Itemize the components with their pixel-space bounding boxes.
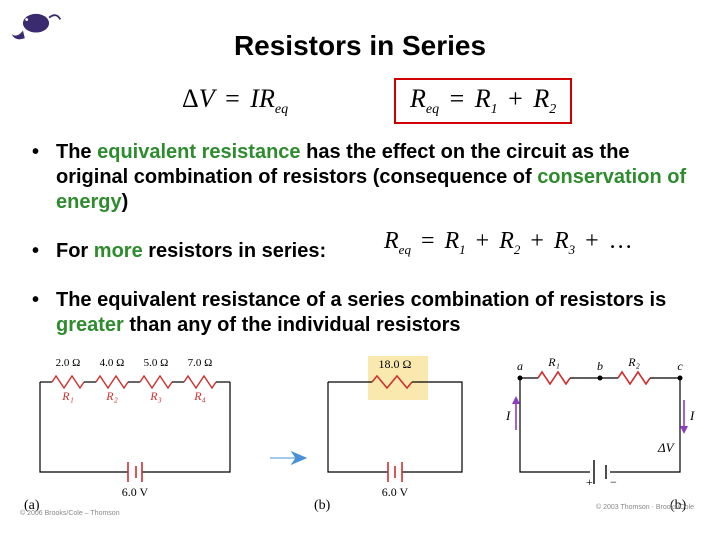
svg-text:18.0 Ω: 18.0 Ω [379, 357, 412, 371]
svg-text:a: a [517, 359, 523, 373]
svg-text:R₄: R₄ [193, 389, 206, 403]
svg-text:R₂: R₂ [627, 355, 640, 369]
circuit-panel-a: 2.0 Ω 4.0 Ω 5.0 Ω 7.0 Ω R₁ R₂ R₃ R₄ 6.0 … [20, 352, 250, 512]
svg-text:I: I [689, 408, 695, 423]
svg-text:b: b [597, 359, 603, 373]
svg-text:R₁: R₁ [547, 355, 560, 369]
svg-text:−: − [610, 475, 617, 489]
copyright-c: © 2003 Thomson · Brooks/Cole [596, 504, 694, 511]
bullet-1: The equivalent resistance has the effect… [28, 140, 688, 215]
svg-text:R₁: R₁ [61, 389, 74, 403]
arrow-icon [268, 448, 308, 468]
equation-ohms-law: ΔV = IReq [182, 84, 288, 118]
svg-text:4.0 Ω: 4.0 Ω [100, 357, 125, 369]
svg-text:6.0 V: 6.0 V [382, 485, 409, 499]
svg-text:c: c [677, 359, 683, 373]
circuit-panel-c: a R₁ b R₂ c + − ΔV I I [500, 352, 700, 512]
svg-text:7.0 Ω: 7.0 Ω [188, 357, 213, 369]
svg-text:+: + [586, 475, 593, 489]
circuit-panel-b: 18.0 Ω 6.0 V (b) [310, 352, 480, 512]
svg-text:5.0 Ω: 5.0 Ω [144, 357, 169, 369]
equation-req-boxed: Req = R1 + R2 [394, 78, 572, 124]
svg-text:I: I [505, 408, 511, 423]
equation-row: ΔV = IReq Req = R1 + R2 [0, 78, 720, 126]
page-title: Resistors in Series [0, 30, 720, 62]
svg-text:R₃: R₃ [149, 389, 162, 403]
svg-text:R₂: R₂ [105, 389, 118, 403]
svg-text:6.0 V: 6.0 V [122, 485, 149, 499]
copyright-a: © 2006 Brooks/Cole – Thomson [20, 510, 120, 517]
bullet-3: The equivalent resistance of a series co… [28, 288, 688, 338]
panel-b-label: (b) [314, 498, 330, 514]
svg-text:ΔV: ΔV [657, 440, 676, 455]
svg-text:2.0 Ω: 2.0 Ω [56, 357, 81, 369]
equation-req-extended: Req = R1 + R2 + R3 + … [384, 228, 633, 258]
circuit-diagrams: 2.0 Ω 4.0 Ω 5.0 Ω 7.0 Ω R₁ R₂ R₃ R₄ 6.0 … [20, 352, 700, 522]
